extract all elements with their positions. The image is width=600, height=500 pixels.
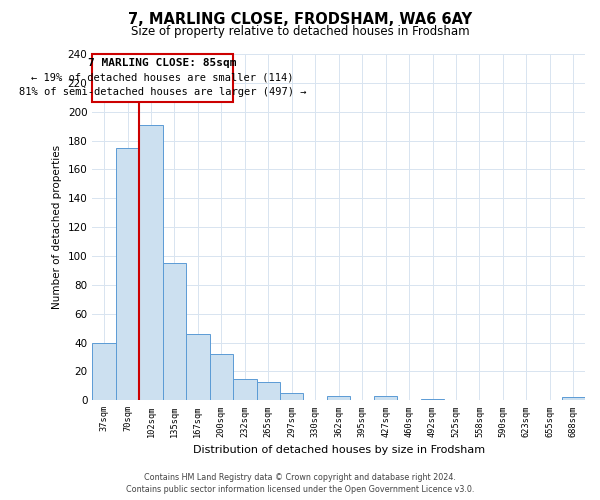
Bar [209,354,233,401]
Text: 7, MARLING CLOSE, FRODSHAM, WA6 6AY: 7, MARLING CLOSE, FRODSHAM, WA6 6AY [128,12,472,28]
Y-axis label: Number of detached properties: Number of detached properties [52,145,62,309]
Bar [92,342,116,400]
X-axis label: Distribution of detached houses by size in Frodsham: Distribution of detached houses by size … [193,445,485,455]
Bar [257,382,280,400]
Text: Contains HM Land Registry data © Crown copyright and database right 2024.
Contai: Contains HM Land Registry data © Crown c… [126,472,474,494]
Bar [562,398,585,400]
Bar [421,399,444,400]
Bar [233,378,257,400]
Bar [327,396,350,400]
Text: Size of property relative to detached houses in Frodsham: Size of property relative to detached ho… [131,25,469,38]
FancyBboxPatch shape [92,54,233,102]
Bar [280,393,304,400]
Bar [374,396,397,400]
Bar [186,334,209,400]
Text: 81% of semi-detached houses are larger (497) →: 81% of semi-detached houses are larger (… [19,87,307,97]
Bar [163,263,186,400]
Text: 7 MARLING CLOSE: 85sqm: 7 MARLING CLOSE: 85sqm [88,58,237,68]
Bar [139,124,163,400]
Bar [116,148,139,401]
Text: ← 19% of detached houses are smaller (114): ← 19% of detached houses are smaller (11… [31,73,294,83]
